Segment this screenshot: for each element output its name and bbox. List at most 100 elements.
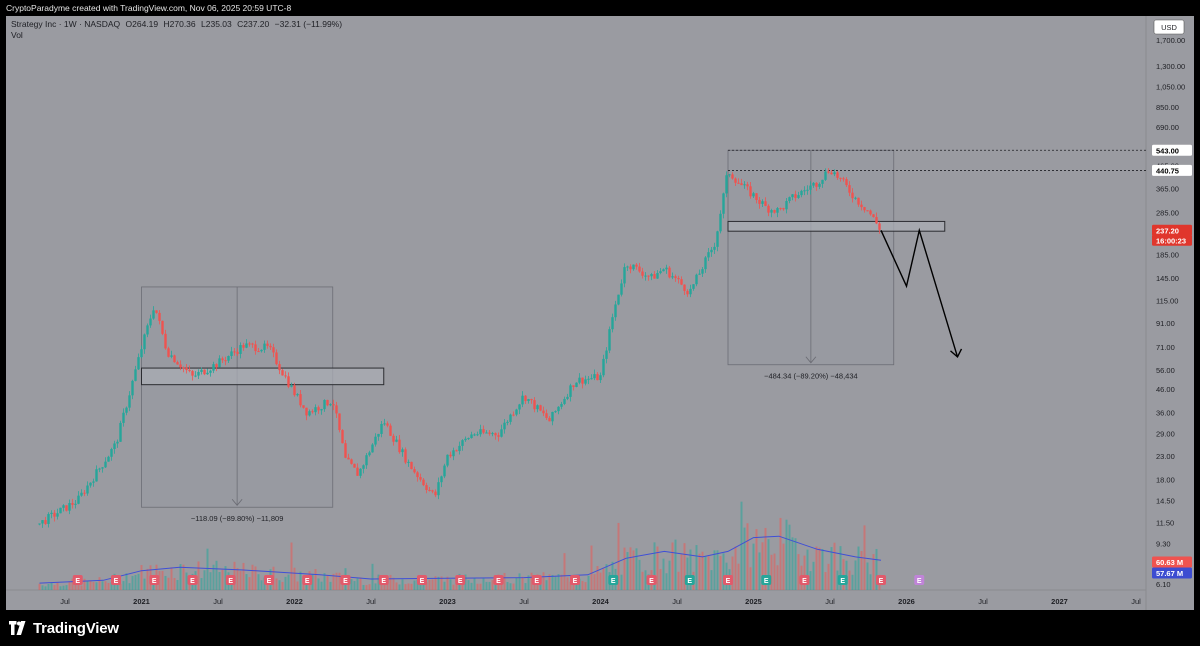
support-zone-1 (727, 220, 946, 232)
volume-bar (782, 543, 785, 590)
x-tick-label: Jul (60, 597, 70, 606)
candle-body (734, 178, 737, 183)
volume-bar (434, 576, 437, 590)
volume-bar (794, 538, 797, 590)
volume-bar (755, 529, 758, 590)
volume-bar (551, 574, 554, 590)
volume-bar (44, 586, 47, 590)
volume-bar (482, 578, 485, 590)
volume-bar (770, 554, 773, 590)
candle-body (53, 512, 56, 517)
candle-body (170, 355, 173, 357)
candle-body (56, 513, 59, 517)
volume-ma-badge-bg (1152, 567, 1192, 579)
volume-bar (371, 563, 374, 590)
ohlc-change: −32.31 (−11.99%) (274, 19, 343, 29)
candle-body (467, 438, 470, 440)
candle-body (224, 360, 227, 362)
candle-body (776, 208, 779, 213)
volume-bar (290, 542, 293, 590)
earnings-marker (570, 575, 580, 585)
price-chart-svg[interactable]: −118.09 (−89.80%) −11,809 −484.34 (−89.20… (6, 16, 1194, 610)
earnings-marker-label: E (381, 578, 386, 585)
x-tick-label: 2024 (592, 597, 610, 606)
candle-body (431, 490, 434, 492)
candle-body (335, 405, 338, 414)
volume-bar (326, 575, 329, 590)
earnings-marker-label: E (687, 578, 692, 585)
x-tick-label: Jul (366, 597, 376, 606)
earnings-marker-label: E (496, 578, 501, 585)
candle-body (671, 276, 674, 278)
earnings-marker-label: E (152, 578, 157, 585)
symbol-legend: Strategy Inc · 1W · NASDAQ O264.19 H270.… (11, 19, 345, 41)
candle-body (314, 407, 317, 413)
candle-body (641, 271, 644, 276)
volume-bar (410, 583, 413, 590)
volume-bar (305, 580, 308, 590)
x-tick-label: Jul (672, 597, 682, 606)
volume-bar (701, 551, 704, 590)
candle-body (380, 423, 383, 434)
volume-bar (251, 564, 254, 590)
candle-body (626, 266, 629, 268)
candle-body (308, 411, 311, 416)
earnings-marker (149, 575, 160, 585)
candle-body (104, 461, 107, 468)
candle-body (401, 449, 404, 453)
candle-body (707, 252, 710, 258)
chart-panel[interactable]: −118.09 (−89.80%) −11,809 −484.34 (−89.20… (6, 16, 1194, 610)
candle-body (800, 190, 803, 196)
candle-body (755, 193, 758, 200)
candle-body (740, 183, 743, 186)
last-price-badge: 237.20 (1156, 226, 1179, 235)
volume-bar (791, 537, 794, 590)
candle-body (50, 512, 53, 515)
symbol-title[interactable]: Strategy Inc · 1W · NASDAQ (11, 19, 121, 29)
candle-body (608, 329, 611, 351)
candle-body (728, 174, 731, 176)
volume-bar (230, 580, 233, 590)
candle-body (851, 192, 854, 199)
volume-bar (785, 519, 788, 590)
candle-body (791, 194, 794, 198)
volume-bar (89, 580, 92, 590)
candle-body (782, 208, 785, 210)
candle-body (563, 398, 566, 404)
volume-bar (761, 542, 764, 590)
candle-body (452, 450, 455, 457)
currency-button-bg (1153, 19, 1185, 35)
volume-bar (107, 582, 110, 590)
y-tick-label: 690.00 (1156, 123, 1179, 132)
candle-body (44, 520, 47, 524)
candle-body (536, 405, 539, 410)
volume-badge: 60.63 M (1156, 558, 1183, 567)
currency-button: USD (1161, 23, 1177, 32)
volume-bar (827, 563, 830, 590)
volume-bar (872, 554, 875, 590)
candle-body (356, 467, 359, 476)
volume-bar (413, 580, 416, 590)
candle-body (644, 275, 647, 277)
volume-legend[interactable]: Vol (11, 30, 23, 40)
candle-body (623, 267, 626, 284)
candle-body (710, 249, 713, 253)
candle-body (233, 351, 236, 353)
volume-bar (95, 582, 98, 590)
candle-body (269, 345, 272, 348)
volume-ma-badge: 57.67 M (1156, 569, 1183, 578)
candle-body (215, 364, 218, 368)
volume-bar (404, 584, 407, 590)
candle-body (326, 399, 329, 406)
earnings-marker (646, 575, 657, 585)
candle-body (575, 382, 578, 387)
earnings-marker-label: E (114, 578, 119, 585)
candle-body (251, 343, 254, 345)
candle-body (341, 430, 344, 444)
volume-bar (137, 573, 140, 590)
candle-body (137, 357, 140, 370)
candle-body (413, 469, 416, 473)
candle-body (293, 385, 296, 396)
candle-body (140, 349, 143, 358)
candle-body (767, 205, 770, 213)
